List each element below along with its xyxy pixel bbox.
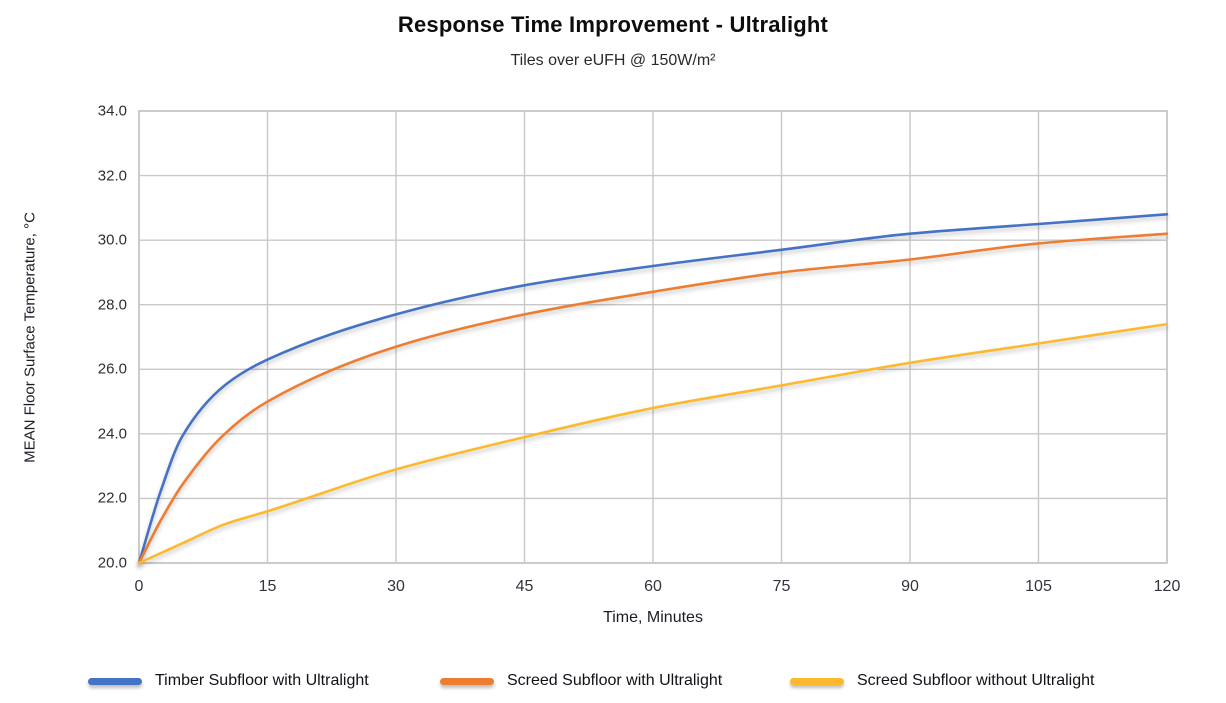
y-tick-label: 28.0 (97, 296, 127, 314)
y-tick-label: 34.0 (97, 102, 127, 120)
legend-label: Timber Subfloor with Ultralight (155, 672, 369, 689)
x-tick-label: 30 (387, 578, 405, 595)
y-tick-label: 24.0 (97, 425, 127, 443)
x-axis-title: Time, Minutes (603, 609, 703, 626)
plot-border (138, 110, 1168, 564)
series-line-3 (137, 322, 1169, 565)
y-tick-label: 20.0 (97, 554, 127, 572)
x-tick-label: 15 (258, 578, 277, 595)
legend-marker-icon (790, 677, 844, 685)
legend-item: Timber Subfloor with Ultralight (88, 672, 369, 690)
x-tick-label: 75 (772, 578, 791, 595)
y-axis-title: MEAN Floor Surface Temperature, °C (21, 212, 39, 463)
legend-marker-icon (440, 677, 494, 685)
chart-title: Response Time Improvement - Ultralight (397, 12, 829, 37)
x-tick-label: 120 (1153, 578, 1181, 595)
legend-item: Screed Subfloor without Ultralight (790, 672, 1094, 690)
legend-label: Screed Subfloor without Ultralight (857, 672, 1095, 689)
series-line-1 (137, 213, 1169, 565)
x-tick-label: 0 (134, 578, 144, 595)
y-tick-label: 32.0 (97, 167, 127, 185)
chart-subtitle: Tiles over eUFH @ 150W/m² (510, 52, 716, 69)
legend-marker-icon (88, 677, 142, 685)
y-tick-label: 26.0 (97, 360, 127, 378)
x-tick-label: 45 (515, 578, 534, 595)
series-line-2 (137, 232, 1169, 565)
y-tick-label: 22.0 (97, 489, 127, 507)
x-tick-label: 90 (901, 578, 919, 595)
x-tick-label: 105 (1025, 578, 1052, 595)
legend-label: Screed Subfloor with Ultralight (507, 672, 723, 689)
y-tick-label: 30.0 (97, 231, 127, 249)
legend-item: Screed Subfloor with Ultralight (440, 672, 722, 690)
x-tick-label: 60 (644, 578, 662, 595)
